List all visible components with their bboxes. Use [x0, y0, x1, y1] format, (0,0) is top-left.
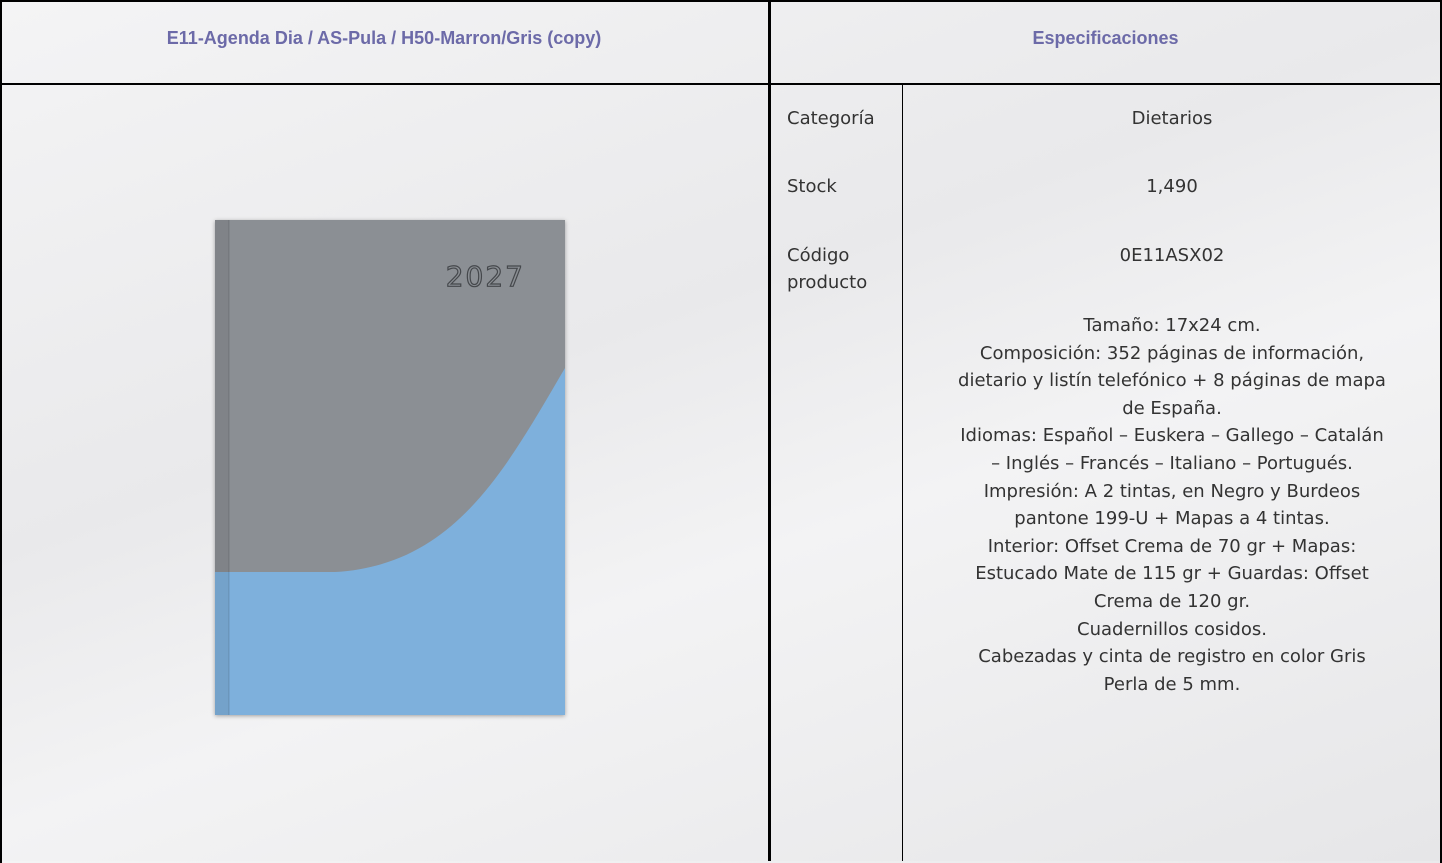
description-line: – Inglés – Francés – Italiano – Portugué…	[991, 452, 1353, 474]
divider	[0, 83, 1442, 85]
spec-label: Stock	[787, 176, 837, 197]
description-line: Perla de 5 mm.	[1103, 673, 1241, 695]
description-line: Idiomas: Español – Euskera – Gallego – C…	[960, 425, 1384, 447]
cover-year: 2027	[446, 260, 525, 293]
description-line: Cabezadas y cinta de registro en color G…	[978, 646, 1366, 668]
description-line: Interior: Offset Crema de 70 gr + Mapas:	[987, 535, 1357, 557]
description: Tamaño: 17x24 cm. Composición: 352 página…	[904, 312, 1440, 698]
spec-value: Dietarios	[1131, 108, 1213, 129]
divider	[768, 0, 771, 861]
product-title: E11-Agenda Dia / AS-Pula / H50-Marron/Gr…	[166, 28, 602, 48]
spec-value: 0E11ASX02	[1119, 245, 1225, 266]
description-line: pantone 199-U + Mapas a 4 tintas.	[1014, 508, 1330, 530]
description-line: de España.	[1122, 397, 1222, 419]
spec-label: Categoría	[787, 108, 875, 129]
product-image: 2027	[215, 220, 565, 715]
description-line: Estucado Mate de 115 gr + Guardas: Offse…	[975, 563, 1369, 585]
description-line: Cuadernillos cosidos.	[1077, 618, 1267, 640]
description-line: Tamaño: 17x24 cm.	[1083, 315, 1261, 336]
spec-title: Especificaciones	[1032, 28, 1179, 48]
spec-label: Código producto	[787, 245, 868, 293]
description-line: Impresión: A 2 tintas, en Negro y Burdeo…	[983, 480, 1361, 502]
description-line: Crema de 120 gr.	[1093, 590, 1251, 612]
description-line: Composición: 352 páginas de información,	[979, 342, 1365, 364]
spec-value: 1,490	[1146, 176, 1198, 197]
divider	[902, 85, 903, 861]
description-line: dietario y listín telefónico + 8 páginas…	[958, 370, 1386, 392]
